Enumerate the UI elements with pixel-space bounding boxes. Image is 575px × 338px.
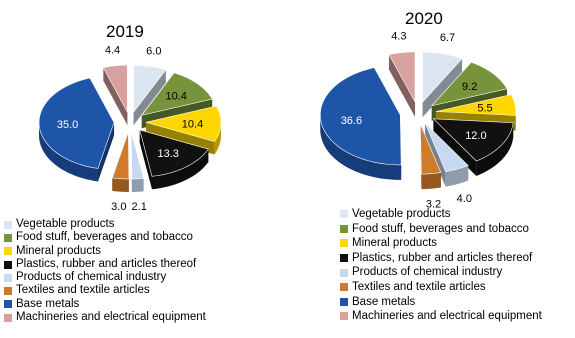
legend-swatch [340, 312, 348, 321]
legend-item: Base metals [340, 295, 542, 310]
legend-swatch [4, 300, 12, 309]
legend-item: Products of chemical industry [4, 271, 206, 284]
legend-item: Machineries and electrical equipment [4, 311, 206, 324]
legend-label: Products of chemical industry [352, 266, 503, 279]
data-label: 5.5 [477, 102, 492, 114]
legend-swatch [4, 287, 12, 296]
chart-2020: 2020 6.7 9.2 5.5 12.0 4.0 3.2 36.6 4.3 Vegetabl… [290, 0, 575, 338]
chart-title: 2020 [405, 9, 443, 28]
data-label: 12.0 [465, 130, 486, 142]
legend-item: Plastics, rubber and articles thereof [4, 258, 206, 271]
pie-slice [102, 64, 128, 126]
pie-slice [388, 51, 416, 117]
legend-label: Vegetable products [16, 218, 115, 230]
legend-swatch [4, 260, 12, 269]
pie-slice [420, 124, 442, 190]
pie-slice [432, 118, 514, 176]
legend-label: Textiles and textile articles [352, 280, 486, 293]
legend-item: Base metals [4, 298, 206, 311]
legend-item: Vegetable products [4, 218, 206, 231]
legend-swatch [4, 220, 12, 229]
legend-swatch [4, 313, 12, 322]
legend-2019: Vegetable products Food stuff, beverages … [4, 218, 206, 324]
pie-slice [422, 51, 463, 118]
data-label: 3.2 [426, 199, 441, 211]
legend-item: Mineral products [340, 236, 542, 251]
legend-label: Machineries and electrical equipment [16, 311, 206, 324]
data-label: 4.3 [391, 31, 406, 43]
legend-item: Textiles and textile articles [340, 280, 542, 295]
legend-item: Plastics, rubber and articles thereof [340, 251, 542, 266]
legend-swatch [4, 233, 12, 242]
legend-item: Food stuff, beverages and tobacco [4, 231, 206, 244]
legend-item: Vegetable products [340, 207, 542, 222]
legend-swatch [4, 247, 12, 256]
legend-2020: Vegetable products Food stuff, beverages … [340, 207, 542, 324]
legend-item: Food stuff, beverages and tobacco [340, 222, 542, 237]
legend-label: Vegetable products [352, 208, 451, 220]
pie-slice [319, 67, 402, 180]
data-label: 35.0 [57, 119, 78, 131]
data-label: 6.7 [440, 32, 455, 44]
pie-chart-2019: 6.0 10.4 10.4 13.3 2.1 3.0 35.0 4.4 [38, 45, 222, 213]
legend-swatch [340, 283, 348, 292]
legend-item: Textiles and textile articles [4, 284, 206, 297]
data-label: 6.0 [146, 45, 161, 57]
pie-slice [133, 64, 167, 126]
legend-item: Mineral products [4, 245, 206, 258]
pie-slice [131, 131, 144, 192]
legend-label: Food stuff, beverages and tobacco [16, 231, 193, 244]
legend-item: Products of chemical industry [340, 265, 542, 280]
pie-slice [111, 131, 130, 192]
legend-swatch [340, 297, 348, 306]
legend-label: Mineral products [352, 237, 438, 250]
pie-slice [139, 129, 209, 190]
chart-2019: 2019 6.0 10.4 10.4 13.3 2.1 3.0 35.0 4.4 Vegeta… [4, 22, 222, 324]
legend-label: Plastics, rubber and articles thereof [352, 251, 533, 264]
legend-label: Mineral products [16, 244, 102, 257]
data-label: 4.4 [105, 45, 120, 57]
data-label: 9.2 [462, 81, 477, 93]
legend-label: Base metals [352, 295, 416, 308]
legend-swatch [340, 210, 348, 219]
legend-swatch [340, 224, 348, 233]
data-label: 13.3 [157, 148, 178, 160]
data-label: 3.0 [111, 201, 126, 213]
pie-slice [38, 77, 115, 182]
legend-label: Food stuff, beverages and tobacco [352, 222, 529, 235]
pie-slice [424, 123, 469, 187]
legend-swatch [340, 239, 348, 248]
data-label: 10.4 [165, 91, 186, 103]
legend-label: Plastics, rubber and articles thereof [16, 257, 197, 270]
data-label: 36.6 [341, 115, 362, 127]
data-label: 2.1 [132, 201, 147, 213]
legend-label: Products of chemical industry [16, 271, 167, 284]
pie-chart-2020: 6.7 9.25.5 12.0 4.0 3.2 36.6 4.3 [319, 31, 517, 211]
legend-label: Base metals [16, 297, 80, 310]
data-label: 4.0 [457, 193, 472, 205]
legend-label: Textiles and textile articles [16, 284, 150, 297]
legend-swatch [340, 254, 348, 263]
chart-title: 2019 [106, 22, 144, 41]
legend-label: Machineries and electrical equipment [352, 310, 542, 323]
legend-swatch [340, 268, 348, 277]
legend-swatch [4, 273, 12, 282]
data-label: 10.4 [182, 118, 203, 130]
legend-item: Machineries and electrical equipment [340, 309, 542, 324]
